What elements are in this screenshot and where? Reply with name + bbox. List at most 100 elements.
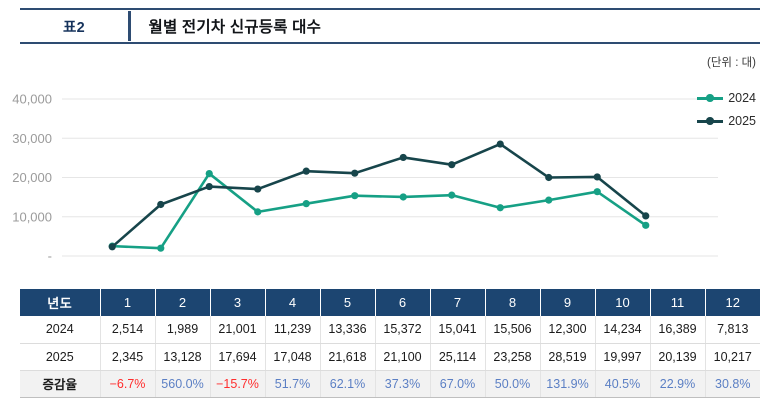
chart-point-2024-12[interactable] (642, 221, 650, 229)
table-cell: 11,239 (265, 316, 321, 344)
y-axis-tick-label: 20,000 (12, 170, 52, 185)
table-head: 년도 1 2 3 4 5 6 7 8 9 10 11 12 (20, 289, 760, 316)
legend-marker-icon-2025 (697, 116, 724, 126)
table-cell: 7,813 (705, 316, 760, 344)
chart-point-2024-5[interactable] (302, 200, 310, 208)
chart-point-2024-9[interactable] (496, 204, 504, 212)
table-cell: 21,001 (210, 316, 266, 344)
table-cell: 2,514 (100, 316, 156, 344)
table-row: 증감율 −6.7% 560.0% −15.7% 51.7% 62.1% 37.3% 67.0%… (20, 370, 760, 398)
chart-point-2024-7[interactable] (399, 193, 407, 201)
y-axis-tick-label: - (48, 249, 52, 264)
chart-point-2025-6[interactable] (351, 169, 359, 177)
chart-point-2024-4[interactable] (254, 208, 262, 216)
chart-point-2025-11[interactable] (593, 173, 601, 181)
table-cell: 15,506 (485, 316, 541, 344)
chart-point-2025-4[interactable] (254, 185, 262, 193)
table-cell: 19,997 (595, 343, 651, 371)
table-cell: 12,300 (540, 316, 596, 344)
y-axis-tick-label: 40,000 (12, 92, 52, 107)
table-cell: 51.7% (265, 370, 321, 398)
table-cell: 13,128 (155, 343, 211, 371)
header-divider (128, 11, 131, 41)
legend-label-2024: 2024 (728, 91, 756, 105)
table-cell: 15,041 (430, 316, 486, 344)
table-col-header-month-7: 7 (430, 289, 486, 316)
table-cell: 28,519 (540, 343, 596, 371)
unit-note: (단위 : 대) (707, 57, 756, 69)
table-col-header-month-1: 1 (100, 289, 156, 316)
chart-canvas: - 10,000 20,000 30,000 40,000 (12, 92, 718, 264)
chart-point-2024-6[interactable] (351, 192, 359, 200)
chart-line-2025 (110, 142, 648, 249)
legend-label-2025: 2025 (728, 114, 756, 128)
table-cell: 560.0% (155, 370, 211, 398)
table-col-header-month-5: 5 (320, 289, 376, 316)
table-cell: 23,258 (485, 343, 541, 371)
legend-item-2025[interactable]: 2025 (697, 114, 756, 128)
table-cell: −15.7% (210, 370, 266, 398)
table-cell: 17,694 (210, 343, 266, 371)
table-cell: 17,048 (265, 343, 321, 371)
table-col-header-month-11: 11 (650, 289, 706, 316)
data-table: 년도 1 2 3 4 5 6 7 8 9 10 11 12 2024 2,514 1,989 21,001 11… (20, 289, 760, 398)
y-axis-tick-label: 30,000 (12, 131, 52, 146)
table-cell: 21,618 (320, 343, 376, 371)
table-cell: 13,336 (320, 316, 376, 344)
data-table-wrap: 년도 1 2 3 4 5 6 7 8 9 10 11 12 2024 2,514 1,989 21,001 11… (20, 289, 760, 398)
page-title: 월별 전기차 신규등록 대수 (148, 19, 322, 36)
chart-point-2025-9[interactable] (496, 140, 504, 148)
table-col-header-month-3: 3 (210, 289, 266, 316)
table-body: 2024 2,514 1,989 21,001 11,239 13,336 15,372 15… (20, 316, 760, 398)
chart-point-2025-3[interactable] (205, 182, 213, 191)
table-cell: 131.9% (540, 370, 596, 398)
legend-item-2024[interactable]: 2024 (697, 91, 756, 105)
table-cell: 20,139 (650, 343, 706, 371)
table-col-header-month-10: 10 (595, 289, 651, 316)
table-cell: 1,989 (155, 316, 211, 344)
legend-marker-icon-2024 (697, 93, 724, 103)
table-col-header-month-12: 12 (705, 289, 760, 316)
chart-point-2024-10[interactable] (545, 196, 553, 204)
table-cell: −6.7% (100, 370, 156, 398)
chart-legend: 2024 2025 (697, 91, 756, 128)
chart-point-2024-11[interactable] (593, 188, 601, 196)
table-col-header-month-4: 4 (265, 289, 321, 316)
table-row-label: 2024 (20, 316, 101, 344)
table-cell: 40.5% (595, 370, 651, 398)
table-col-header-month-8: 8 (485, 289, 541, 316)
chart-point-2025-10[interactable] (545, 173, 553, 182)
table-cell: 10,217 (705, 343, 760, 371)
table-row-label: 2025 (20, 343, 101, 371)
table-col-header-month-2: 2 (155, 289, 211, 316)
chart-point-2025-5[interactable] (302, 167, 310, 175)
table-cell: 62.1% (320, 370, 376, 398)
table-header-row: 년도 1 2 3 4 5 6 7 8 9 10 11 12 (20, 289, 760, 316)
table-number-tag: 표2 (62, 19, 85, 36)
table-cell: 2,345 (100, 343, 156, 371)
table-cell: 14,234 (595, 316, 651, 344)
table-col-header-year: 년도 (20, 289, 101, 316)
table-row: 2025 2,345 13,128 17,694 17,048 21,618 21,100 2… (20, 343, 760, 371)
table-cell: 67.0% (430, 370, 486, 398)
table-row-label: 증감율 (20, 370, 101, 398)
chart-point-2025-8[interactable] (448, 161, 456, 169)
chart-point-2025-12[interactable] (642, 212, 650, 220)
chart-point-2024-3[interactable] (205, 169, 213, 178)
table-cell: 30.8% (705, 370, 760, 398)
chart-point-2024-8[interactable] (448, 191, 456, 199)
chart-point-2025-2[interactable] (157, 200, 165, 209)
chart-point-2025-1[interactable] (108, 243, 116, 251)
table-cell: 50.0% (485, 370, 541, 398)
table-cell: 16,389 (650, 316, 706, 344)
line-chart: - 10,000 20,000 30,000 40,000 (0, 72, 780, 272)
table-cell: 22.9% (650, 370, 706, 398)
table-header-band: 표2 월별 전기차 신규등록 대수 (20, 8, 760, 44)
table-cell: 25,114 (430, 343, 486, 371)
chart-point-2024-2[interactable] (157, 244, 165, 252)
chart-point-2025-7[interactable] (399, 153, 407, 162)
table-row: 2024 2,514 1,989 21,001 11,239 13,336 15,372 15… (20, 316, 760, 344)
table-cell: 21,100 (375, 343, 431, 371)
table-col-header-month-6: 6 (375, 289, 431, 316)
